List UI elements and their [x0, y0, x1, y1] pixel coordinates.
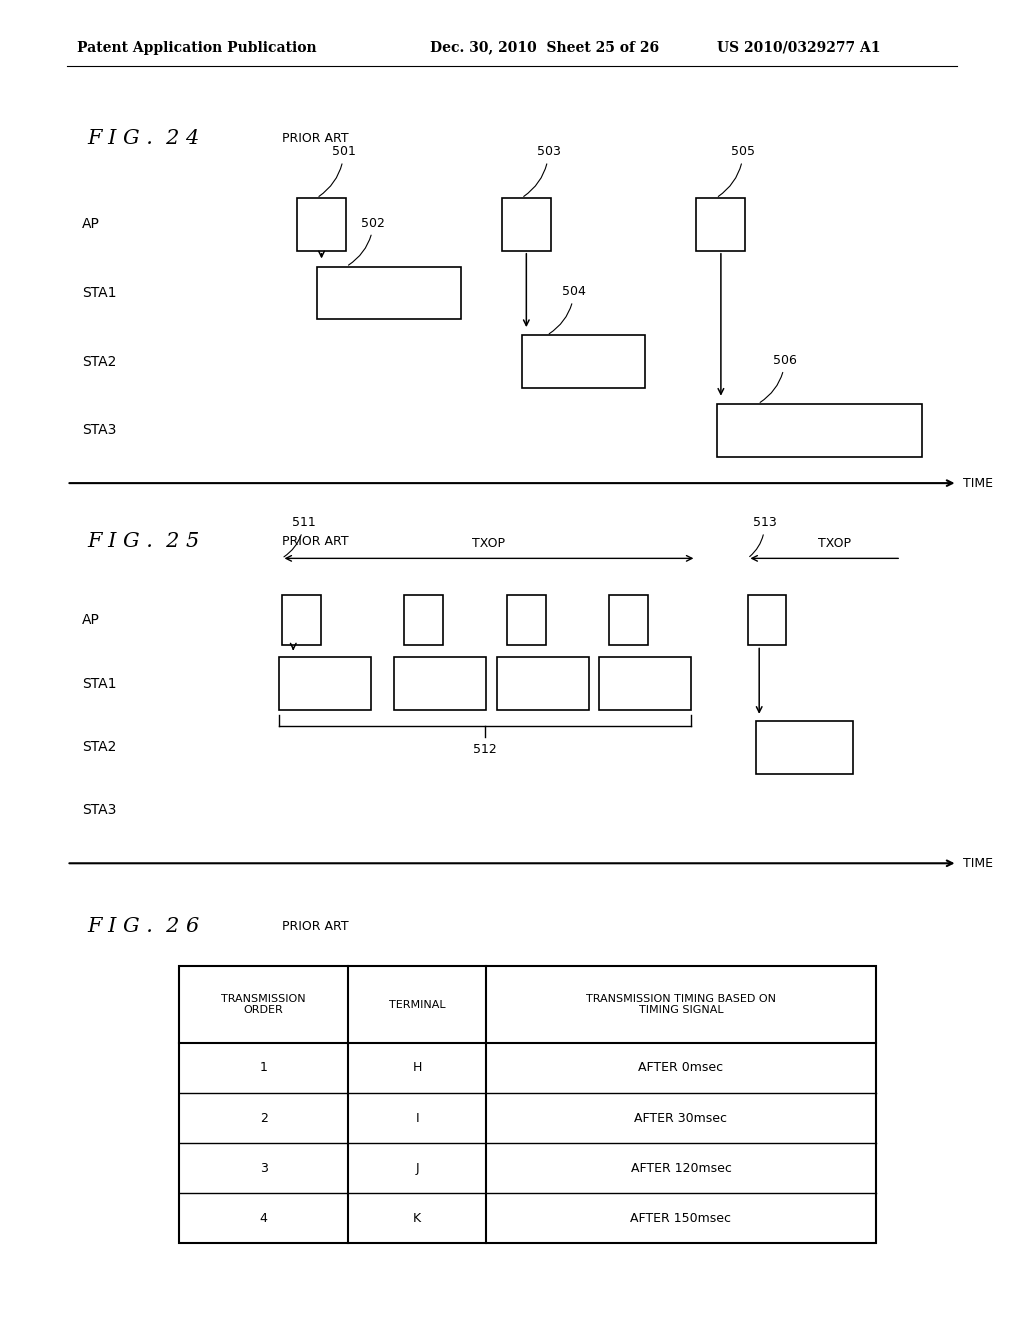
Text: 505: 505: [718, 145, 756, 197]
Text: TRANSMISSION TIMING BASED ON
TIMING SIGNAL: TRANSMISSION TIMING BASED ON TIMING SIGN…: [586, 994, 776, 1015]
Text: 2: 2: [260, 1111, 267, 1125]
Text: TIME: TIME: [963, 857, 992, 870]
Text: 503: 503: [523, 145, 561, 197]
Text: TXOP: TXOP: [472, 537, 506, 550]
Text: I: I: [416, 1111, 419, 1125]
Text: AFTER 30msec: AFTER 30msec: [635, 1111, 727, 1125]
Bar: [502, 198, 551, 251]
Text: 513: 513: [750, 516, 776, 557]
Text: AP: AP: [82, 218, 99, 231]
Text: STA2: STA2: [82, 741, 117, 754]
Text: AP: AP: [82, 614, 99, 627]
Bar: [522, 335, 645, 388]
Text: AFTER 0msec: AFTER 0msec: [638, 1061, 724, 1074]
Text: J: J: [416, 1162, 419, 1175]
Text: F I G .  2 6: F I G . 2 6: [87, 917, 200, 936]
Text: TIME: TIME: [963, 477, 992, 490]
Bar: [297, 198, 346, 251]
Bar: [717, 404, 922, 457]
Text: 511: 511: [284, 516, 315, 557]
Text: TERMINAL: TERMINAL: [389, 999, 445, 1010]
Text: TRANSMISSION
ORDER: TRANSMISSION ORDER: [221, 994, 306, 1015]
Bar: [507, 595, 546, 645]
Text: US 2010/0329277 A1: US 2010/0329277 A1: [717, 41, 881, 54]
Text: 4: 4: [260, 1212, 267, 1225]
Bar: [282, 595, 321, 645]
Bar: [394, 657, 486, 710]
Text: 501: 501: [318, 145, 356, 197]
Bar: [497, 657, 589, 710]
Text: K: K: [414, 1212, 421, 1225]
Text: 504: 504: [549, 285, 586, 334]
Bar: [609, 595, 648, 645]
Text: 512: 512: [473, 743, 497, 756]
Bar: [179, 966, 876, 1243]
Text: TXOP: TXOP: [818, 537, 851, 550]
Text: AFTER 150msec: AFTER 150msec: [631, 1212, 731, 1225]
Bar: [696, 198, 745, 251]
Bar: [756, 721, 853, 774]
Text: 506: 506: [760, 354, 797, 403]
Text: 1: 1: [260, 1061, 267, 1074]
Text: PRIOR ART: PRIOR ART: [282, 535, 348, 548]
Text: F I G .  2 5: F I G . 2 5: [87, 532, 200, 550]
Text: STA1: STA1: [82, 677, 117, 690]
Bar: [404, 595, 443, 645]
Text: 3: 3: [260, 1162, 267, 1175]
Text: Dec. 30, 2010  Sheet 25 of 26: Dec. 30, 2010 Sheet 25 of 26: [430, 41, 659, 54]
Text: STA1: STA1: [82, 286, 117, 300]
Text: STA3: STA3: [82, 424, 117, 437]
Bar: [599, 657, 691, 710]
Bar: [279, 657, 371, 710]
Text: H: H: [413, 1061, 422, 1074]
Text: AFTER 120msec: AFTER 120msec: [631, 1162, 731, 1175]
Text: Patent Application Publication: Patent Application Publication: [77, 41, 316, 54]
Text: STA3: STA3: [82, 804, 117, 817]
Bar: [748, 595, 786, 645]
Text: PRIOR ART: PRIOR ART: [282, 920, 348, 933]
Text: F I G .  2 4: F I G . 2 4: [87, 129, 200, 148]
Bar: [317, 267, 461, 319]
Text: 502: 502: [348, 216, 385, 265]
Text: PRIOR ART: PRIOR ART: [282, 132, 348, 145]
Text: STA2: STA2: [82, 355, 117, 368]
